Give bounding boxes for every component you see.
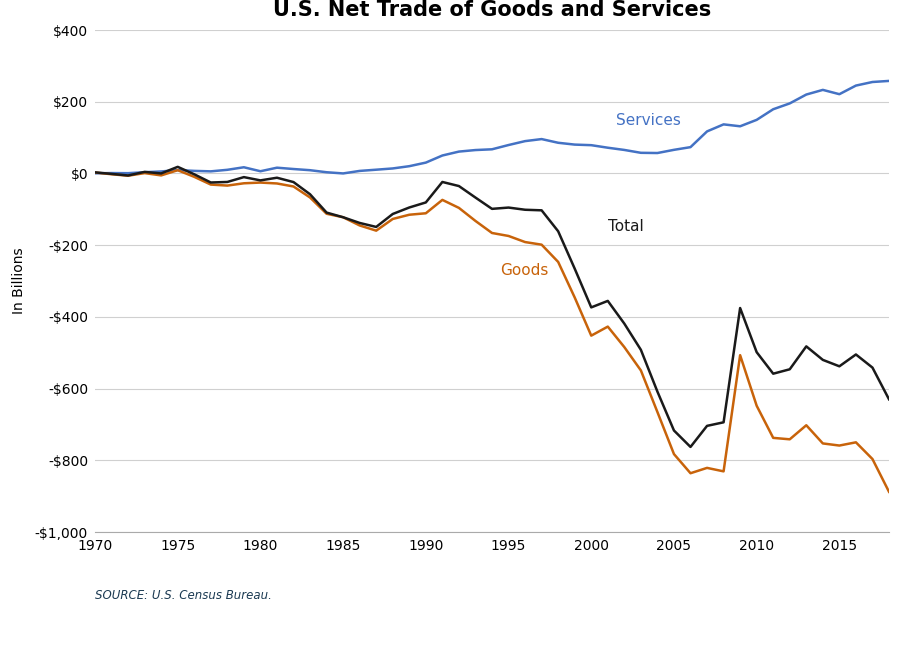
Title: U.S. Net Trade of Goods and Services: U.S. Net Trade of Goods and Services — [273, 0, 711, 20]
Text: Goods: Goods — [500, 263, 549, 279]
Text: SOURCE: U.S. Census Bureau.: SOURCE: U.S. Census Bureau. — [95, 589, 273, 603]
Text: Federal Reserve Bank of St. Louis: Federal Reserve Bank of St. Louis — [14, 628, 266, 642]
Text: Services: Services — [616, 113, 681, 128]
Y-axis label: In Billions: In Billions — [13, 248, 26, 314]
Text: Total: Total — [608, 219, 644, 234]
